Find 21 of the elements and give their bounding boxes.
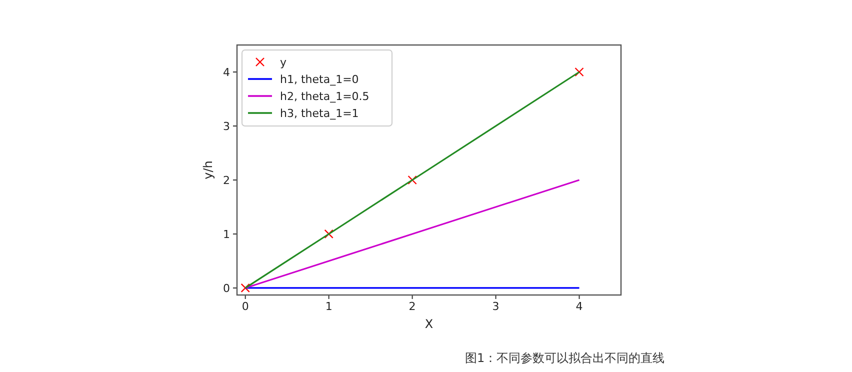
point (408, 175, 417, 185)
x-axis-title: X (424, 317, 434, 331)
y-tick-label: 4 (223, 66, 230, 79)
x-tick-label: 4 (576, 300, 583, 313)
legend-label: y (280, 56, 287, 69)
legend-label: h3, theta_1=1 (280, 107, 359, 120)
point (574, 67, 584, 77)
x-tick-label: 1 (325, 300, 332, 313)
y-tick-label: 3 (223, 120, 230, 133)
x-tick-label: 2 (408, 300, 416, 313)
point (324, 229, 334, 239)
y-tick-label: 0 (223, 282, 230, 295)
x-tick-label: 0 (242, 300, 249, 313)
y-tick-label: 2 (223, 174, 230, 187)
y-tick-label: 1 (223, 228, 230, 241)
legend-label: h1, theta_1=0 (280, 73, 359, 86)
x-tick-label: 3 (492, 300, 500, 313)
point (240, 283, 250, 293)
y-axis-title: y/h (201, 160, 215, 180)
caption: 图1：不同参数可以拟合出不同的直线 (465, 351, 665, 365)
legend-label: h2, theta_1=0.5 (280, 90, 370, 103)
